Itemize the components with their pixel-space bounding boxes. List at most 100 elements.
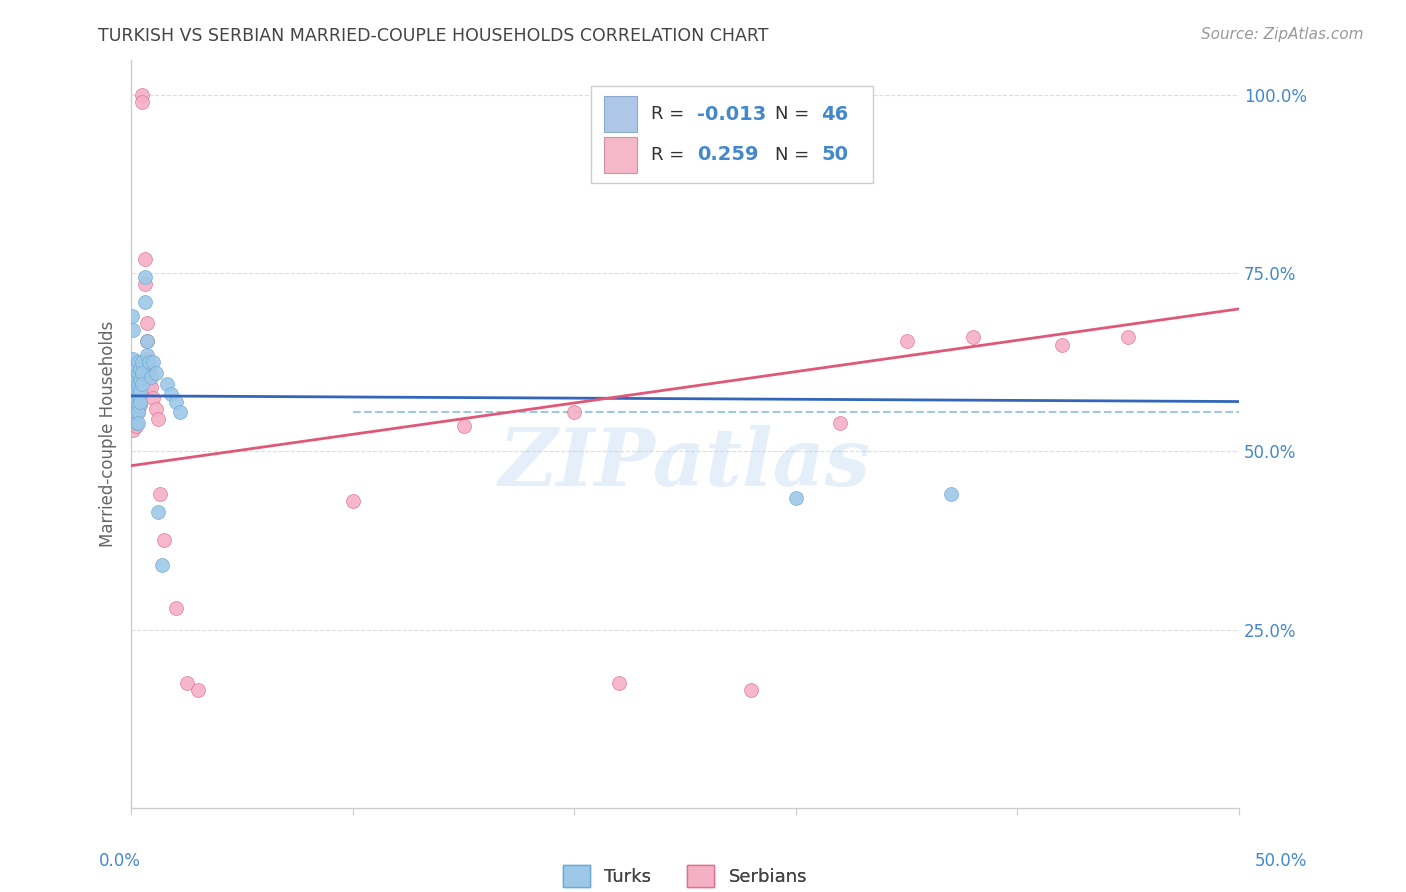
Point xyxy=(125,419,148,434)
Point xyxy=(121,398,143,412)
Point xyxy=(939,487,962,501)
Point xyxy=(124,398,146,412)
Point xyxy=(129,398,152,412)
Point xyxy=(176,676,198,690)
Point xyxy=(160,387,183,401)
Point xyxy=(125,405,148,419)
Text: R =: R = xyxy=(651,105,690,123)
Point xyxy=(896,334,918,348)
Point xyxy=(607,676,630,690)
Point xyxy=(187,683,209,698)
Point xyxy=(146,412,169,426)
Text: R =: R = xyxy=(651,145,690,163)
Point xyxy=(131,362,153,376)
Point xyxy=(131,355,153,369)
Point xyxy=(121,323,143,337)
Point xyxy=(129,384,152,398)
FancyBboxPatch shape xyxy=(605,96,637,132)
Point xyxy=(125,416,148,430)
Point xyxy=(1050,337,1073,351)
Point xyxy=(129,384,152,398)
Point xyxy=(122,401,145,416)
Point xyxy=(127,366,149,380)
FancyBboxPatch shape xyxy=(605,136,637,172)
Point xyxy=(127,405,149,419)
Point xyxy=(342,494,364,508)
Text: N =: N = xyxy=(775,105,814,123)
Text: 0.0%: 0.0% xyxy=(98,852,141,870)
Point xyxy=(121,309,143,323)
Point xyxy=(127,376,149,391)
Point xyxy=(150,558,173,573)
Legend: Turks, Serbians: Turks, Serbians xyxy=(554,855,817,892)
Text: 46: 46 xyxy=(821,104,848,124)
Point xyxy=(149,487,172,501)
Point xyxy=(145,366,167,380)
Point xyxy=(122,391,145,405)
Point xyxy=(122,423,145,437)
Point xyxy=(828,416,851,430)
Point xyxy=(121,405,143,419)
Text: 0.259: 0.259 xyxy=(697,145,759,164)
Point xyxy=(127,416,149,430)
Point xyxy=(127,394,149,409)
Point xyxy=(127,387,149,401)
Point xyxy=(740,683,762,698)
Point xyxy=(129,359,152,373)
Point xyxy=(125,373,148,387)
Point xyxy=(129,394,152,409)
Point xyxy=(134,277,156,291)
Point xyxy=(453,419,475,434)
Point xyxy=(122,373,145,387)
Point xyxy=(142,355,165,369)
Point xyxy=(121,405,143,419)
Point xyxy=(135,334,157,348)
Point xyxy=(129,373,152,387)
Point xyxy=(138,362,160,376)
Point xyxy=(131,387,153,401)
Point xyxy=(135,316,157,330)
Point xyxy=(138,355,160,369)
Point xyxy=(165,601,187,615)
Point xyxy=(153,533,176,548)
Point xyxy=(125,362,148,376)
Point xyxy=(125,405,148,419)
Point xyxy=(131,88,153,103)
Point xyxy=(135,348,157,362)
Point xyxy=(138,376,160,391)
Y-axis label: Married-couple Households: Married-couple Households xyxy=(100,320,117,547)
Point xyxy=(134,269,156,284)
Point xyxy=(131,95,153,110)
Point xyxy=(125,391,148,405)
Point xyxy=(127,405,149,419)
Point xyxy=(122,401,145,416)
Point xyxy=(785,491,807,505)
Point xyxy=(129,362,152,376)
Point xyxy=(127,384,149,398)
Point xyxy=(1116,330,1139,344)
Point xyxy=(125,394,148,409)
Point xyxy=(145,401,167,416)
Point xyxy=(122,351,145,366)
Point xyxy=(156,376,179,391)
Point xyxy=(131,376,153,391)
Point xyxy=(125,384,148,398)
Text: ZIPatlas: ZIPatlas xyxy=(499,425,872,502)
Point xyxy=(135,334,157,348)
Point xyxy=(129,373,152,387)
Point xyxy=(141,369,163,384)
Point xyxy=(127,398,149,412)
Point xyxy=(127,355,149,369)
Point xyxy=(127,369,149,384)
Point xyxy=(962,330,984,344)
Text: N =: N = xyxy=(775,145,814,163)
Point xyxy=(141,380,163,394)
Point xyxy=(146,505,169,519)
Text: 50: 50 xyxy=(821,145,848,164)
Point xyxy=(134,294,156,309)
Point xyxy=(122,412,145,426)
Point xyxy=(122,412,145,426)
Point xyxy=(134,252,156,266)
Text: -0.013: -0.013 xyxy=(697,104,766,124)
Point xyxy=(124,387,146,401)
